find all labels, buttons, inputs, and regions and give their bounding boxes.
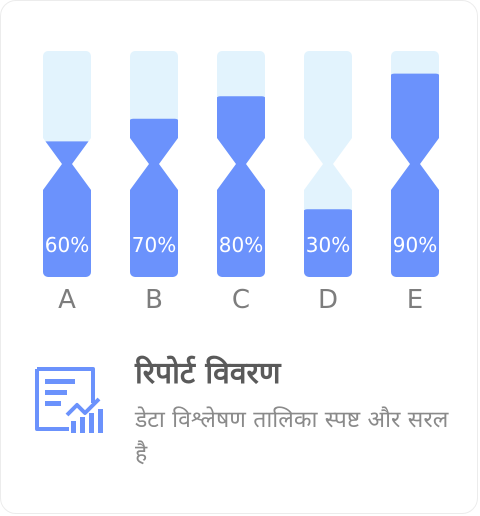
bar-group	[43, 51, 91, 277]
bar-group	[130, 51, 178, 277]
bar-fill	[304, 209, 352, 277]
category-label: D	[318, 285, 338, 315]
bar-fill	[130, 118, 178, 277]
bar-fill	[391, 73, 439, 277]
category-label: C	[232, 285, 250, 315]
hourglass-bar-chart: 60% A 70% B 80% C 30% D 90% E	[43, 51, 439, 315]
value-label: 80%	[219, 233, 263, 257]
bar-fill	[217, 96, 265, 277]
value-label: 70%	[132, 233, 176, 257]
value-label: 60%	[45, 233, 89, 257]
bar-group	[391, 51, 439, 277]
report-chart-icon	[35, 367, 103, 433]
category-label: B	[145, 285, 163, 315]
bar-group	[304, 51, 352, 277]
category-label: E	[407, 285, 423, 315]
bar-fill	[43, 141, 91, 277]
value-label: 30%	[306, 233, 350, 257]
bar-group	[217, 51, 265, 277]
footer-subtitle: डेटा विश्लेषण तालिका स्पष्ट और सरल है	[135, 407, 449, 467]
value-label: 90%	[393, 233, 437, 257]
category-label: A	[58, 285, 76, 315]
footer-title: रिपोर्ट विवरण	[135, 356, 281, 391]
